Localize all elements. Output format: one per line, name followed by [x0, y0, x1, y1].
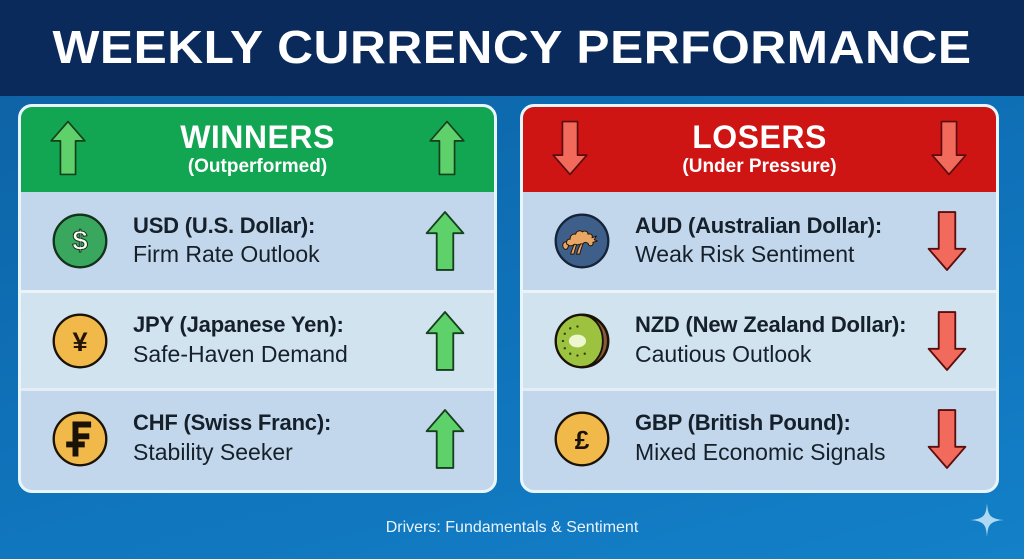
svg-text:¥: ¥ [72, 325, 87, 356]
svg-text:£: £ [575, 424, 590, 454]
svg-text:$: $ [72, 225, 88, 256]
